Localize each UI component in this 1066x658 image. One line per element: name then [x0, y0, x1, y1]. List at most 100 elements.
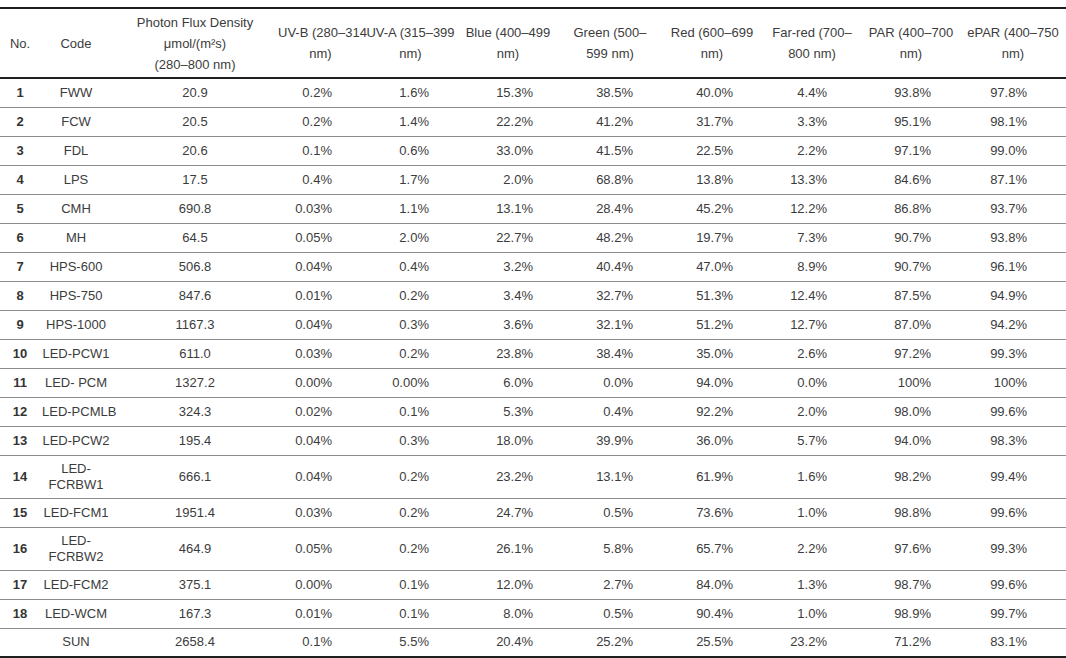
column-header-par: PAR (400–700nm) — [862, 8, 960, 78]
cell-green: 38.5% — [558, 78, 662, 107]
cell-epar: 99.6% — [960, 570, 1066, 599]
cell-flux: 1951.4 — [112, 498, 278, 527]
cell-green: 48.2% — [558, 223, 662, 252]
cell-par: 71.2% — [862, 628, 960, 657]
cell-uvb: 0.1% — [278, 136, 363, 165]
cell-code: LED- PCM — [40, 368, 112, 397]
cell-epar: 99.3% — [960, 527, 1066, 570]
cell-uvb: 0.00% — [278, 368, 363, 397]
column-header-line: Green (500– — [558, 22, 662, 43]
cell-blue: 33.0% — [458, 136, 558, 165]
cell-epar: 98.3% — [960, 426, 1066, 455]
cell-flux: 17.5 — [112, 165, 278, 194]
column-header-line: μmol/(m²s) — [112, 33, 278, 54]
cell-farred: 4.4% — [762, 78, 862, 107]
cell-uvb: 0.03% — [278, 194, 363, 223]
cell-blue: 5.3% — [458, 397, 558, 426]
table-row: 6MH64.50.05%2.0%22.7%48.2%19.7%7.3%90.7%… — [0, 223, 1066, 252]
cell-blue: 8.0% — [458, 599, 558, 628]
cell-farred: 12.7% — [762, 310, 862, 339]
cell-par: 97.2% — [862, 339, 960, 368]
table-row: 5CMH690.80.03%1.1%13.1%28.4%45.2%12.2%86… — [0, 194, 1066, 223]
column-header-line: 599 nm) — [558, 43, 662, 64]
cell-uvb: 0.01% — [278, 281, 363, 310]
cell-par: 94.0% — [862, 426, 960, 455]
column-header-epar: ePAR (400–750nm) — [960, 8, 1066, 78]
cell-flux: 195.4 — [112, 426, 278, 455]
table-row: 14LED- FCRBW1666.10.04%0.2%23.2%13.1%61.… — [0, 455, 1066, 498]
cell-flux: 690.8 — [112, 194, 278, 223]
cell-no: 9 — [0, 310, 40, 339]
cell-green: 32.7% — [558, 281, 662, 310]
cell-no: 13 — [0, 426, 40, 455]
cell-no: 17 — [0, 570, 40, 599]
cell-green: 0.4% — [558, 397, 662, 426]
cell-code: LED-FCM1 — [40, 498, 112, 527]
table-body: 1FWW20.90.2%1.6%15.3%38.5%40.0%4.4%93.8%… — [0, 78, 1066, 657]
cell-code: LED-WCM — [40, 599, 112, 628]
column-header-green: Green (500–599 nm) — [558, 8, 662, 78]
cell-farred: 1.0% — [762, 498, 862, 527]
cell-green: 41.5% — [558, 136, 662, 165]
cell-uvb: 0.01% — [278, 599, 363, 628]
cell-blue: 15.3% — [458, 78, 558, 107]
cell-blue: 26.1% — [458, 527, 558, 570]
cell-flux: 1327.2 — [112, 368, 278, 397]
cell-blue: 3.6% — [458, 310, 558, 339]
cell-code: LED-FCM2 — [40, 570, 112, 599]
cell-code: HPS-750 — [40, 281, 112, 310]
cell-red: 31.7% — [662, 107, 762, 136]
cell-farred: 8.9% — [762, 252, 862, 281]
cell-no: 7 — [0, 252, 40, 281]
table-row: 16LED- FCRBW2464.90.05%0.2%26.1%5.8%65.7… — [0, 527, 1066, 570]
column-header-line: nm) — [662, 43, 762, 64]
cell-uvb: 0.03% — [278, 498, 363, 527]
cell-code: CMH — [40, 194, 112, 223]
cell-red: 51.2% — [662, 310, 762, 339]
cell-green: 0.0% — [558, 368, 662, 397]
column-header-line: ePAR (400–750 — [960, 22, 1066, 43]
cell-epar: 97.8% — [960, 78, 1066, 107]
cell-par: 90.7% — [862, 252, 960, 281]
cell-uvb: 0.00% — [278, 570, 363, 599]
table-row: 10LED-PCW1611.00.03%0.2%23.8%38.4%35.0%2… — [0, 339, 1066, 368]
cell-par: 84.6% — [862, 165, 960, 194]
cell-green: 0.5% — [558, 599, 662, 628]
cell-flux: 464.9 — [112, 527, 278, 570]
cell-par: 98.8% — [862, 498, 960, 527]
cell-flux: 167.3 — [112, 599, 278, 628]
cell-no: 18 — [0, 599, 40, 628]
column-header-line: nm) — [278, 43, 363, 64]
cell-code: FDL — [40, 136, 112, 165]
cell-flux: 20.9 — [112, 78, 278, 107]
table-row: 9HPS-10001167.30.04%0.3%3.6%32.1%51.2%12… — [0, 310, 1066, 339]
cell-blue: 20.4% — [458, 628, 558, 657]
cell-par: 97.1% — [862, 136, 960, 165]
cell-blue: 23.2% — [458, 455, 558, 498]
cell-epar: 87.1% — [960, 165, 1066, 194]
cell-uvb: 0.4% — [278, 165, 363, 194]
cell-farred: 3.3% — [762, 107, 862, 136]
cell-green: 2.7% — [558, 570, 662, 599]
cell-no: 6 — [0, 223, 40, 252]
column-header-no: No. — [0, 8, 40, 78]
cell-uva: 5.5% — [363, 628, 458, 657]
column-header-uvb: UV-B (280–314nm) — [278, 8, 363, 78]
cell-uva: 0.1% — [363, 599, 458, 628]
cell-epar: 99.7% — [960, 599, 1066, 628]
table-row: 8HPS-750847.60.01%0.2%3.4%32.7%51.3%12.4… — [0, 281, 1066, 310]
cell-flux: 666.1 — [112, 455, 278, 498]
column-header-uva: UV-A (315–399nm) — [363, 8, 458, 78]
cell-farred: 1.3% — [762, 570, 862, 599]
cell-farred: 23.2% — [762, 628, 862, 657]
column-header-line: nm) — [960, 43, 1066, 64]
cell-epar: 100% — [960, 368, 1066, 397]
cell-uvb: 0.2% — [278, 107, 363, 136]
cell-epar: 93.8% — [960, 223, 1066, 252]
table-row: 15LED-FCM11951.40.03%0.2%24.7%0.5%73.6%1… — [0, 498, 1066, 527]
cell-blue: 23.8% — [458, 339, 558, 368]
cell-uva: 0.2% — [363, 455, 458, 498]
cell-par: 98.0% — [862, 397, 960, 426]
table-row: 11LED- PCM1327.20.00%0.00%6.0%0.0%94.0%0… — [0, 368, 1066, 397]
cell-uva: 2.0% — [363, 223, 458, 252]
